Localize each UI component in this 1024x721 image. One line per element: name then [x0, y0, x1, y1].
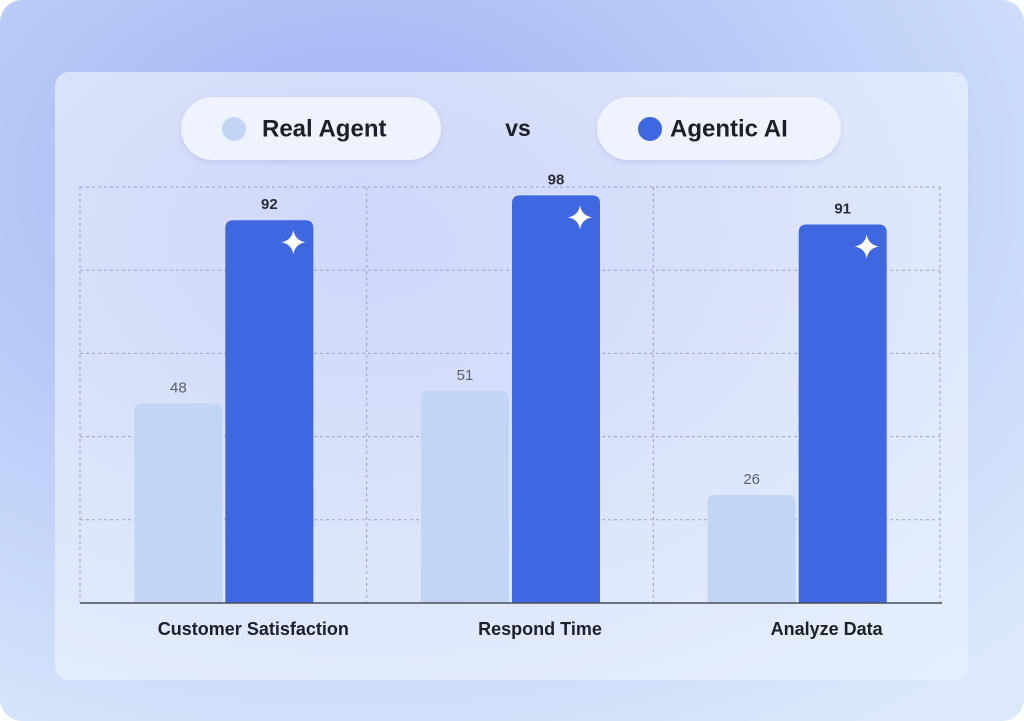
bar [707, 494, 796, 603]
sparkle-icon [854, 234, 879, 259]
bar [134, 403, 223, 603]
value-label: 26 [743, 471, 760, 488]
bar [225, 220, 314, 603]
legend-separator: vs [505, 115, 531, 141]
sparkle-icon [281, 230, 306, 255]
bar [421, 390, 509, 603]
value-label: 91 [834, 200, 851, 217]
legend-pill [597, 97, 841, 160]
x-tick-label: Analyze Data [771, 619, 884, 639]
x-tick-label: Customer Satisfaction [158, 619, 349, 639]
legend-label: Agentic AI [670, 115, 788, 142]
value-label: 98 [548, 171, 565, 188]
legend-pill [181, 97, 441, 160]
legend-swatch [638, 117, 662, 141]
bar [512, 195, 600, 603]
sparkle-icon [568, 205, 592, 230]
value-label: 92 [261, 196, 278, 213]
bar [798, 224, 887, 603]
legend-swatch [222, 117, 246, 141]
legend-label: Real Agent [262, 115, 386, 142]
value-label: 51 [457, 367, 474, 384]
value-label: 48 [170, 379, 187, 396]
x-tick-label: Respond Time [478, 619, 602, 639]
